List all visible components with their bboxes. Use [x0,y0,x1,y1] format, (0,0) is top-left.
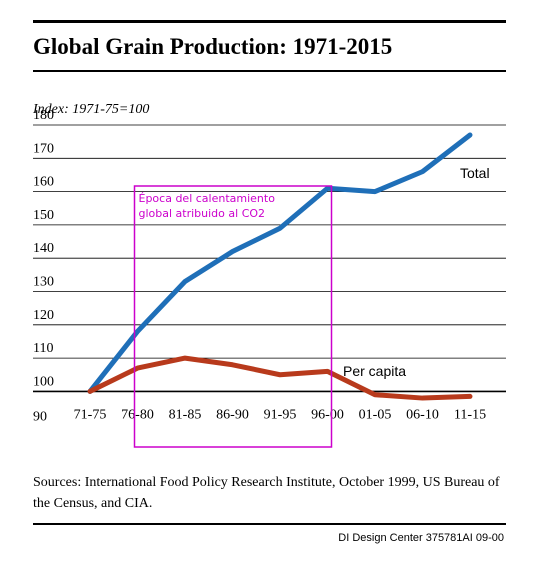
series-lines [87,132,473,401]
index-label: Index: 1971-75=100 [33,102,150,117]
x-tick-91-95: 91-95 [264,407,297,422]
series-labels: Total Per capita [343,165,490,379]
credit-line: DI Design Center 375781AI 09-00 [338,532,504,544]
series-line-total [87,132,473,394]
annotation-group: Época del calentamiento global atribuido … [133,185,333,448]
grid-lines [33,124,506,393]
y-tick-90: 90 [33,410,47,425]
y-tick-180: 180 [33,108,54,123]
y-tick-120: 120 [33,308,54,323]
annotation-box [133,185,333,448]
chart-title: Global Grain Production: 1971-2015 [33,34,393,59]
x-tick-81-85: 81-85 [169,407,202,422]
annotation-text-line2: global atribuido al CO2 [139,207,266,220]
y-tick-100: 100 [33,374,54,389]
top-rule [33,20,506,23]
series-label-total: Total [460,165,490,181]
x-tick-11-15: 11-15 [454,407,486,422]
series-line-per-capita [87,355,473,401]
title-rule [33,70,506,72]
x-tick-71-75: 71-75 [74,407,107,422]
y-tick-150: 150 [33,208,54,223]
x-tick-06-10: 06-10 [406,407,439,422]
y-tick-170: 170 [33,141,54,156]
y-tick-labels: 180 170 160 150 140 130 120 110 100 90 [33,108,54,425]
x-tick-86-90: 86-90 [216,407,249,422]
bottom-rule [33,523,506,525]
x-tick-76-80: 76-80 [121,407,154,422]
annotation-text-line1: Época del calentamiento [139,192,276,205]
y-tick-130: 130 [33,275,54,290]
x-tick-96-00: 96-00 [311,407,344,422]
series-label-per-capita: Per capita [343,363,406,379]
y-tick-140: 140 [33,241,54,256]
y-tick-160: 160 [33,175,54,190]
y-tick-110: 110 [33,341,53,356]
x-tick-01-05: 01-05 [359,407,392,422]
sources-note: Sources: International Food Policy Resea… [33,475,500,511]
x-tick-labels: 71-75 76-80 81-85 86-90 91-95 96-00 01-05 06-10… [74,407,486,422]
